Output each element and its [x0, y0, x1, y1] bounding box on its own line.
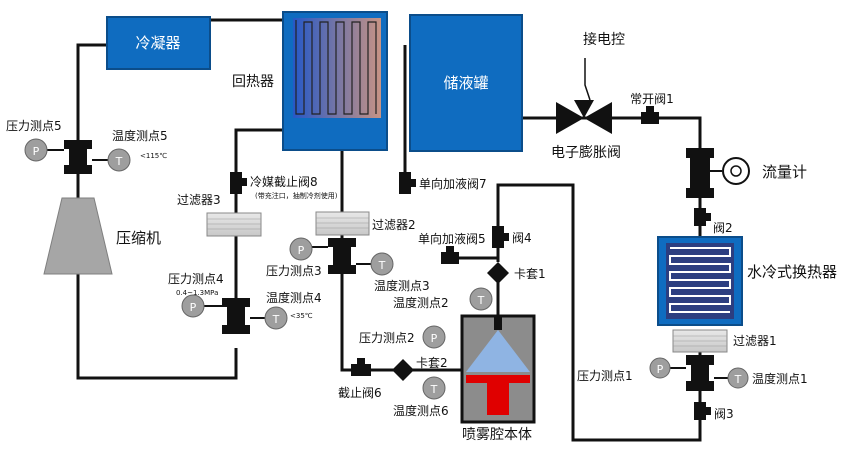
normally-open-valve-label: 常开阀1: [630, 92, 674, 106]
tee-p5-t5: [46, 140, 108, 174]
svg-text:T: T: [430, 383, 438, 396]
temperature-sensor-4-note: <35℃: [290, 312, 313, 320]
ferrule-1-label: 卡套1: [514, 267, 546, 281]
svg-text:T: T: [272, 313, 280, 326]
pressure-sensor-5-label: 压力测点5: [6, 119, 62, 133]
filter2-label: 过滤器2: [372, 218, 416, 232]
temperature-sensor-6-label: 温度测点6: [393, 403, 449, 418]
valve3: [694, 402, 711, 420]
refrigerant-stop-valve-label: 冷媒截止阀8: [250, 175, 318, 189]
pressure-sensor-5: P: [24, 138, 48, 162]
compressor-label: 压缩机: [116, 229, 161, 247]
svg-text:T: T: [734, 373, 742, 386]
svg-text:P: P: [298, 244, 305, 257]
stop-valve-6: [351, 358, 371, 376]
temperature-sensor-5-note: <115℃: [140, 152, 167, 160]
temperature-sensor-2-label: 温度测点2: [393, 295, 449, 310]
pressure-sensor-2-label: 压力测点2: [359, 331, 415, 345]
pressure-sensor-4-label: 压力测点4: [168, 272, 224, 286]
filter1-label: 过滤器1: [733, 334, 777, 348]
check-valve-5: [441, 246, 459, 264]
receiver-label: 储液罐: [443, 74, 488, 92]
svg-text:P: P: [431, 332, 438, 345]
ferrule-2: [392, 359, 414, 381]
normally-open-valve: [641, 106, 659, 124]
temperature-sensor-5-label: 温度测点5: [112, 128, 168, 143]
ferrule-2-label: 卡套2: [416, 356, 448, 370]
temperature-sensor-4: T: [264, 306, 288, 330]
pressure-sensor-3-label: 压力测点3: [266, 264, 322, 278]
check-valve-7: [399, 172, 416, 194]
temperature-sensor-5: T: [107, 148, 131, 172]
valve4-label: 阀4: [512, 231, 532, 245]
refrigerant-stop-valve: [230, 172, 247, 194]
pressure-sensor-1-label: 压力测点1: [577, 369, 633, 383]
valve3-label: 阀3: [714, 407, 734, 421]
expansion-valve: [556, 100, 612, 134]
recuperator-coil: [293, 18, 381, 118]
filter3-label: 过滤器3: [177, 193, 221, 207]
flow-meter-label: 流量计: [762, 163, 807, 181]
heater-stem: [487, 383, 509, 415]
svg-text:T: T: [378, 259, 386, 272]
filter1-mesh: [673, 335, 727, 347]
temperature-sensor-1: T: [727, 367, 749, 389]
tee-p4-t4: [204, 298, 266, 334]
valve2-label: 阀2: [713, 221, 733, 235]
receiver-box: [409, 14, 523, 152]
svg-text:P: P: [657, 363, 664, 376]
temperature-sensor-3: T: [370, 252, 394, 276]
recuperator-coil-lines: [295, 20, 377, 115]
spray-cone: [466, 330, 530, 372]
expansion-valve-label: 电子膨胀阀: [551, 144, 621, 161]
temperature-sensor-3-label: 温度测点3: [374, 278, 430, 293]
nozzle: [494, 316, 502, 330]
heater-plate: [466, 375, 530, 383]
filter2: [315, 211, 370, 236]
water-hx-coil-lines: [669, 247, 731, 313]
check-valve-7-label: 单向加液阀7: [419, 176, 487, 191]
compressor-body: [43, 197, 113, 275]
pressure-sensor-1: P: [649, 357, 671, 379]
pressure-sensor-4-note: 0.4~1.3MPa: [176, 289, 218, 297]
stop-valve-6-label: 截止阀6: [338, 386, 382, 400]
pressure-sensor-2: P: [422, 325, 446, 349]
pressure-sensor-3: P: [289, 237, 313, 261]
temperature-sensor-2: T: [469, 287, 493, 311]
ferrule-1: [487, 262, 509, 284]
recuperator-label: 回热器: [232, 74, 274, 90]
condenser-box: [106, 16, 211, 70]
filter2-mesh: [316, 217, 369, 229]
svg-text:P: P: [33, 145, 40, 158]
temperature-sensor-4-label: 温度测点4: [266, 290, 322, 305]
refrigerant-stop-valve-note: (带充注口，抽制冷剂使用): [255, 191, 338, 200]
svg-text:T: T: [115, 155, 123, 168]
condenser-label: 冷凝器: [135, 34, 180, 52]
temperature-sensor-6: T: [422, 376, 446, 400]
spray-chamber-label: 喷雾腔本体: [462, 427, 532, 443]
tee-p3-t3: [312, 238, 372, 274]
temperature-sensor-1-label: 温度测点1: [752, 371, 808, 386]
water-hx-label: 水冷式换热器: [747, 263, 837, 281]
flow-meter: [686, 148, 750, 198]
svg-text:P: P: [190, 301, 197, 314]
valve4: [492, 226, 509, 248]
pressure-sensor-4: P: [181, 294, 205, 318]
check-valve-5-label: 单向加液阀5: [418, 231, 486, 246]
filter3: [206, 212, 262, 237]
power-control-label: 接电控: [583, 31, 625, 48]
svg-text:T: T: [477, 294, 485, 307]
valve2: [694, 208, 711, 226]
filter3-mesh: [207, 218, 261, 230]
tee-p1-t1: [670, 355, 728, 391]
